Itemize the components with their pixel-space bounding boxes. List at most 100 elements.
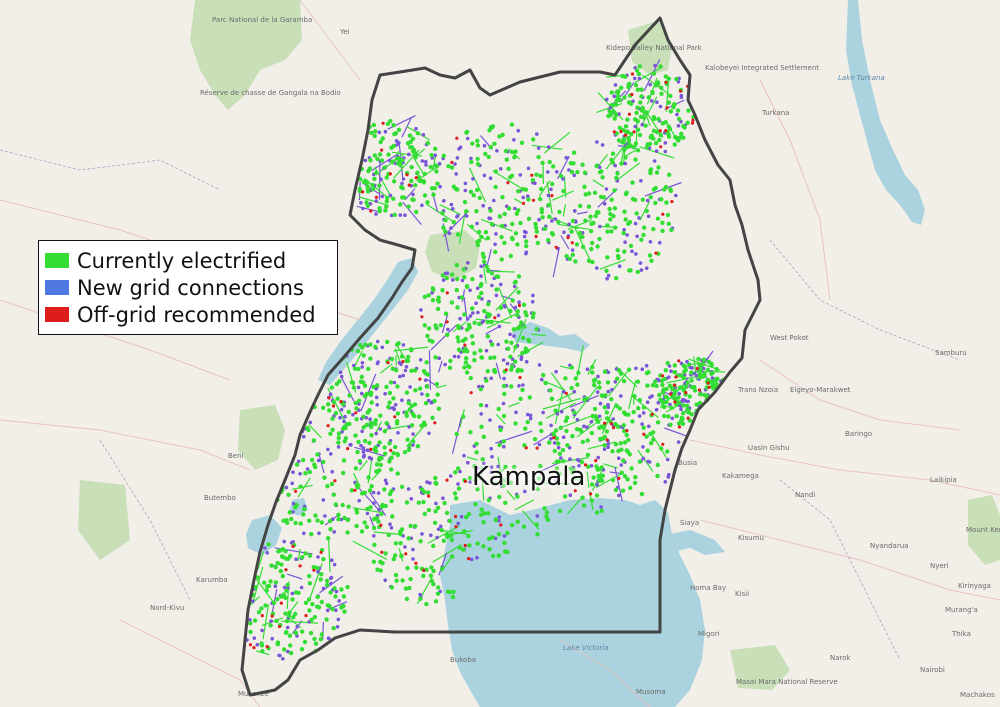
electrified-point xyxy=(396,127,402,132)
electrified-point xyxy=(439,528,444,533)
new-grid-point xyxy=(530,300,535,304)
electrified-point xyxy=(384,204,389,209)
electrified-point xyxy=(407,585,412,591)
electrified-point xyxy=(479,281,484,287)
electrified-point xyxy=(709,384,715,389)
new-grid-point xyxy=(328,392,333,397)
new-grid-point xyxy=(482,173,487,178)
electrified-point xyxy=(668,93,673,99)
electrified-point xyxy=(462,199,468,205)
electrified-point xyxy=(321,557,326,562)
new-grid-point xyxy=(321,586,326,591)
electrified-point xyxy=(590,370,595,375)
electrified-point xyxy=(362,438,368,444)
electrified-point xyxy=(312,462,317,467)
electrified-point xyxy=(366,366,371,371)
electrified-point xyxy=(626,100,632,105)
electrified-point xyxy=(491,553,496,559)
electrified-point xyxy=(698,392,703,397)
new-grid-point xyxy=(448,474,453,478)
electrified-point xyxy=(593,213,598,219)
label-busia: Busia xyxy=(678,459,697,467)
grid-line-segment xyxy=(576,211,588,215)
new-grid-point xyxy=(564,155,568,160)
electrified-point xyxy=(339,587,344,592)
electrified-point xyxy=(523,426,528,431)
new-grid-point xyxy=(439,524,443,529)
grid-line-segment xyxy=(495,414,506,425)
electrified-point xyxy=(487,547,492,552)
electrified-point xyxy=(310,602,315,607)
electrified-point xyxy=(514,211,519,216)
grid-line-segment xyxy=(486,313,517,329)
electrified-point xyxy=(622,249,627,254)
electrified-point xyxy=(444,532,449,537)
electrified-point xyxy=(415,170,420,175)
grid-line-segment xyxy=(402,201,422,225)
new-grid-point xyxy=(596,374,600,379)
electrified-point xyxy=(633,141,639,146)
electrified-point xyxy=(430,339,435,344)
new-grid-point xyxy=(639,179,643,183)
electrified-point xyxy=(502,211,507,217)
electrified-point xyxy=(589,498,594,503)
electrified-point xyxy=(361,425,366,430)
electrified-point xyxy=(570,470,575,475)
electrified-point xyxy=(490,535,495,540)
electrified-point xyxy=(385,339,390,345)
new-grid-point xyxy=(340,430,344,434)
new-grid-point xyxy=(368,417,372,422)
new-grid-point xyxy=(644,266,649,271)
grid-line-segment xyxy=(562,204,567,217)
new-grid-point xyxy=(449,226,453,230)
new-grid-point xyxy=(633,76,637,81)
new-grid-point xyxy=(475,286,480,291)
new-grid-point xyxy=(488,418,492,422)
grid-line-segment xyxy=(544,131,571,154)
electrified-point xyxy=(475,487,480,492)
off-grid-point xyxy=(374,195,378,199)
new-grid-point xyxy=(482,461,486,466)
new-grid-point xyxy=(526,412,530,417)
new-grid-point xyxy=(634,252,638,256)
electrified-point xyxy=(613,102,619,107)
electrified-point xyxy=(680,416,685,422)
electrified-point xyxy=(357,398,362,403)
electrified-point xyxy=(600,393,606,399)
electrified-point xyxy=(293,630,299,636)
off-grid-point xyxy=(583,463,588,467)
grid-line-segment xyxy=(425,203,454,223)
grid-line-segment xyxy=(567,495,584,515)
new-grid-point xyxy=(269,619,273,623)
electrified-point xyxy=(641,232,646,238)
electrified-point xyxy=(585,464,591,469)
electrified-point xyxy=(433,599,439,604)
electrified-point xyxy=(446,164,451,169)
electrified-point xyxy=(455,323,461,329)
electrified-point xyxy=(619,85,624,91)
electrified-point xyxy=(515,519,520,524)
electrified-point xyxy=(283,549,288,554)
electrified-point xyxy=(455,466,461,471)
grid-line-segment xyxy=(251,566,264,605)
electrified-point xyxy=(547,440,552,445)
electrified-point xyxy=(516,189,521,194)
electrified-point xyxy=(408,139,413,144)
electrified-point xyxy=(626,135,631,141)
new-grid-point xyxy=(248,618,252,622)
new-grid-point xyxy=(677,391,681,396)
electrified-point xyxy=(487,536,492,541)
new-grid-point xyxy=(360,365,365,369)
electrified-point xyxy=(578,203,583,209)
electrified-point xyxy=(259,606,264,611)
electrified-point xyxy=(462,275,467,280)
electrified-point xyxy=(630,419,635,424)
electrified-point xyxy=(291,615,296,620)
new-grid-point xyxy=(546,193,551,198)
electrified-point xyxy=(307,553,313,558)
electrified-point xyxy=(496,553,501,558)
electrified-point xyxy=(516,274,522,279)
electrified-point xyxy=(268,623,273,628)
